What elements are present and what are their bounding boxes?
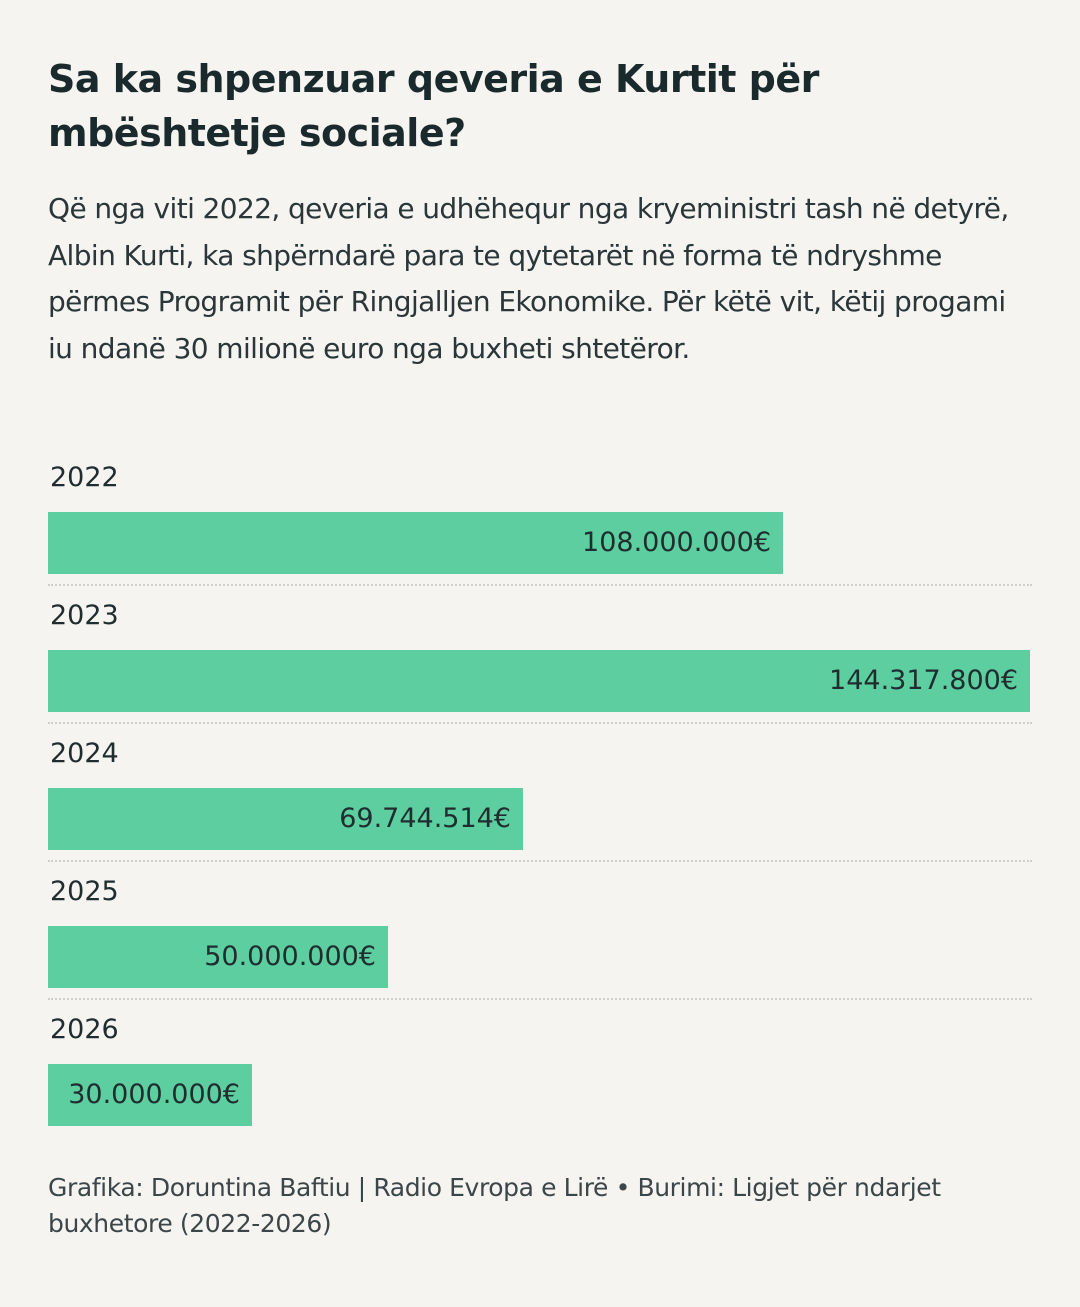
data-label: 69.744.514€	[339, 803, 511, 834]
category-label: 2024	[50, 738, 119, 769]
source-credit: Grafika: Doruntina Baftiu | Radio Evropa…	[48, 1173, 941, 1238]
category-label: 2025	[50, 876, 119, 907]
bar-2024	[48, 788, 523, 850]
chart-title: Sa ka shpenzuar qeveria e Kurtit për mbë…	[48, 57, 819, 155]
data-label: 144.317.800€	[829, 665, 1018, 696]
bar-group-2026: 2026 30.000.000€	[48, 1008, 1032, 1146]
category-label: 2022	[50, 462, 119, 493]
row-separator	[48, 722, 1032, 724]
row-separator	[48, 584, 1032, 586]
bar-2022	[48, 512, 783, 574]
data-label: 30.000.000€	[68, 1079, 240, 1110]
bar-group-2023: 2023 144.317.800€	[48, 594, 1032, 732]
bar-group-2025: 2025 50.000.000€	[48, 870, 1032, 1008]
bar-2025	[48, 926, 388, 988]
bar-2026	[48, 1064, 252, 1126]
bar-chart: 2022 108.000.000€ 2023 144.317.800€ 2024 69.7…	[48, 456, 1032, 1146]
category-label: 2026	[50, 1014, 119, 1045]
row-separator	[48, 998, 1032, 1000]
category-label: 2023	[50, 600, 119, 631]
data-label: 108.000.000€	[582, 527, 771, 558]
header: Sa ka shpenzuar qeveria e Kurtit për mbë…	[48, 52, 1032, 372]
bar-group-2024: 2024 69.744.514€	[48, 732, 1032, 870]
bar-2023	[48, 650, 1030, 712]
data-label: 50.000.000€	[204, 941, 376, 972]
bar-group-2022: 2022 108.000.000€	[48, 456, 1032, 594]
row-separator	[48, 860, 1032, 862]
chart-subtitle: Që nga viti 2022, qeveria e udhëhequr ng…	[48, 192, 1009, 365]
